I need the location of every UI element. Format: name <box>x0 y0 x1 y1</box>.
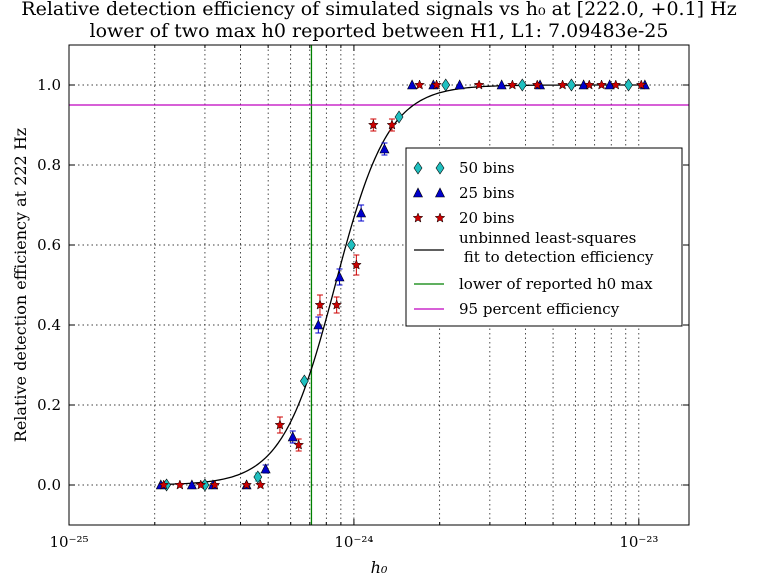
data-point-diamond <box>517 78 527 92</box>
data-point-diamond <box>253 470 263 484</box>
x-tick-label: 10⁻²⁴ <box>334 533 373 551</box>
plot-frame <box>68 44 690 526</box>
legend-label-diamond: 50 bins <box>459 159 515 177</box>
data-point-triangle <box>454 79 465 90</box>
data-point-star <box>531 79 543 90</box>
data-point-triangle <box>496 79 507 90</box>
data-point-star <box>255 479 266 490</box>
legend-label-fit: unbinned least-squares fit to detection … <box>459 229 654 266</box>
legend-label-vline: lower of reported h0 max <box>459 275 653 293</box>
data-point-star <box>610 79 622 90</box>
y-tick-label: 0.2 <box>37 396 61 414</box>
data-point-triangle <box>356 207 367 218</box>
data-point-star <box>331 299 343 310</box>
y-tick-label: 0.6 <box>37 236 61 254</box>
x-tick-label: 10⁻²⁵ <box>49 533 88 551</box>
data-points <box>155 78 650 492</box>
data-point-star <box>293 439 305 450</box>
reference-lines <box>69 45 689 525</box>
legend-label-fit-line: fit to detection efficiency <box>459 248 654 266</box>
data-point-star <box>386 119 398 130</box>
data-point-star <box>473 79 485 90</box>
y-tick-label: 0.0 <box>37 476 61 494</box>
data-point-star <box>158 479 170 490</box>
legend-box <box>405 147 683 327</box>
y-tick-label: 0.8 <box>37 156 61 174</box>
data-point-triangle <box>407 79 418 90</box>
data-point-star <box>414 79 425 90</box>
data-point-star <box>431 79 442 90</box>
x-axis-label: h₀ <box>371 558 388 577</box>
legend-label-hline: 95 percent efficiency <box>459 300 620 318</box>
data-point-star <box>209 479 221 490</box>
data-point-diamond <box>624 78 633 92</box>
data-point-star <box>583 79 595 90</box>
chart-title-line-2: lower of two max h0 reported between H1,… <box>90 20 669 42</box>
data-point-diamond <box>567 78 576 92</box>
data-point-star <box>274 419 286 430</box>
y-tick-label: 1.0 <box>37 76 61 94</box>
data-point-star <box>507 79 518 90</box>
data-point-star <box>596 79 607 90</box>
data-point-star <box>350 259 362 270</box>
y-tick-label: 0.4 <box>37 316 61 334</box>
data-point-star <box>367 119 379 130</box>
legend-label-fit-line: unbinned least-squares <box>459 229 636 247</box>
data-point-diamond <box>300 374 309 388</box>
legend-label-triangle: 25 bins <box>459 184 515 202</box>
data-point-diamond <box>441 78 451 92</box>
data-point-star <box>635 79 647 90</box>
legend-marker-triangle <box>435 187 445 198</box>
legend-marker-star <box>412 212 424 223</box>
data-point-triangle <box>334 271 345 282</box>
legend: 50 bins 25 bins 20 bins unbinned least-squa… <box>405 147 683 327</box>
y-axis-label: Relative detection efficiency at 222 Hz <box>11 128 30 442</box>
legend-label-star: 20 bins <box>459 209 515 227</box>
chart-title-line-1: Relative detection efficiency of simulat… <box>21 0 736 20</box>
data-point-star <box>241 479 252 490</box>
data-point-diamond <box>347 238 356 252</box>
data-point-triangle <box>186 479 197 490</box>
data-point-triangle <box>313 319 324 330</box>
data-point-triangle <box>379 143 390 154</box>
legend-marker-diamond <box>413 161 423 175</box>
data-point-triangle <box>260 463 271 474</box>
axis-ticks: 0.0 0.2 0.4 0.6 0.8 1.0 10⁻²⁵ 10⁻²⁴ 10⁻²³ <box>37 45 689 551</box>
legend-marker-triangle <box>413 187 423 198</box>
data-point-star <box>557 79 568 90</box>
data-point-triangle <box>287 431 298 442</box>
legend-marker-star <box>434 212 446 223</box>
x-tick-label: 10⁻²³ <box>619 533 658 551</box>
legend-marker-diamond <box>435 161 445 175</box>
data-point-star <box>174 479 186 490</box>
data-point-star <box>195 479 207 490</box>
data-point-star <box>314 299 326 310</box>
data-point-diamond <box>394 110 404 124</box>
